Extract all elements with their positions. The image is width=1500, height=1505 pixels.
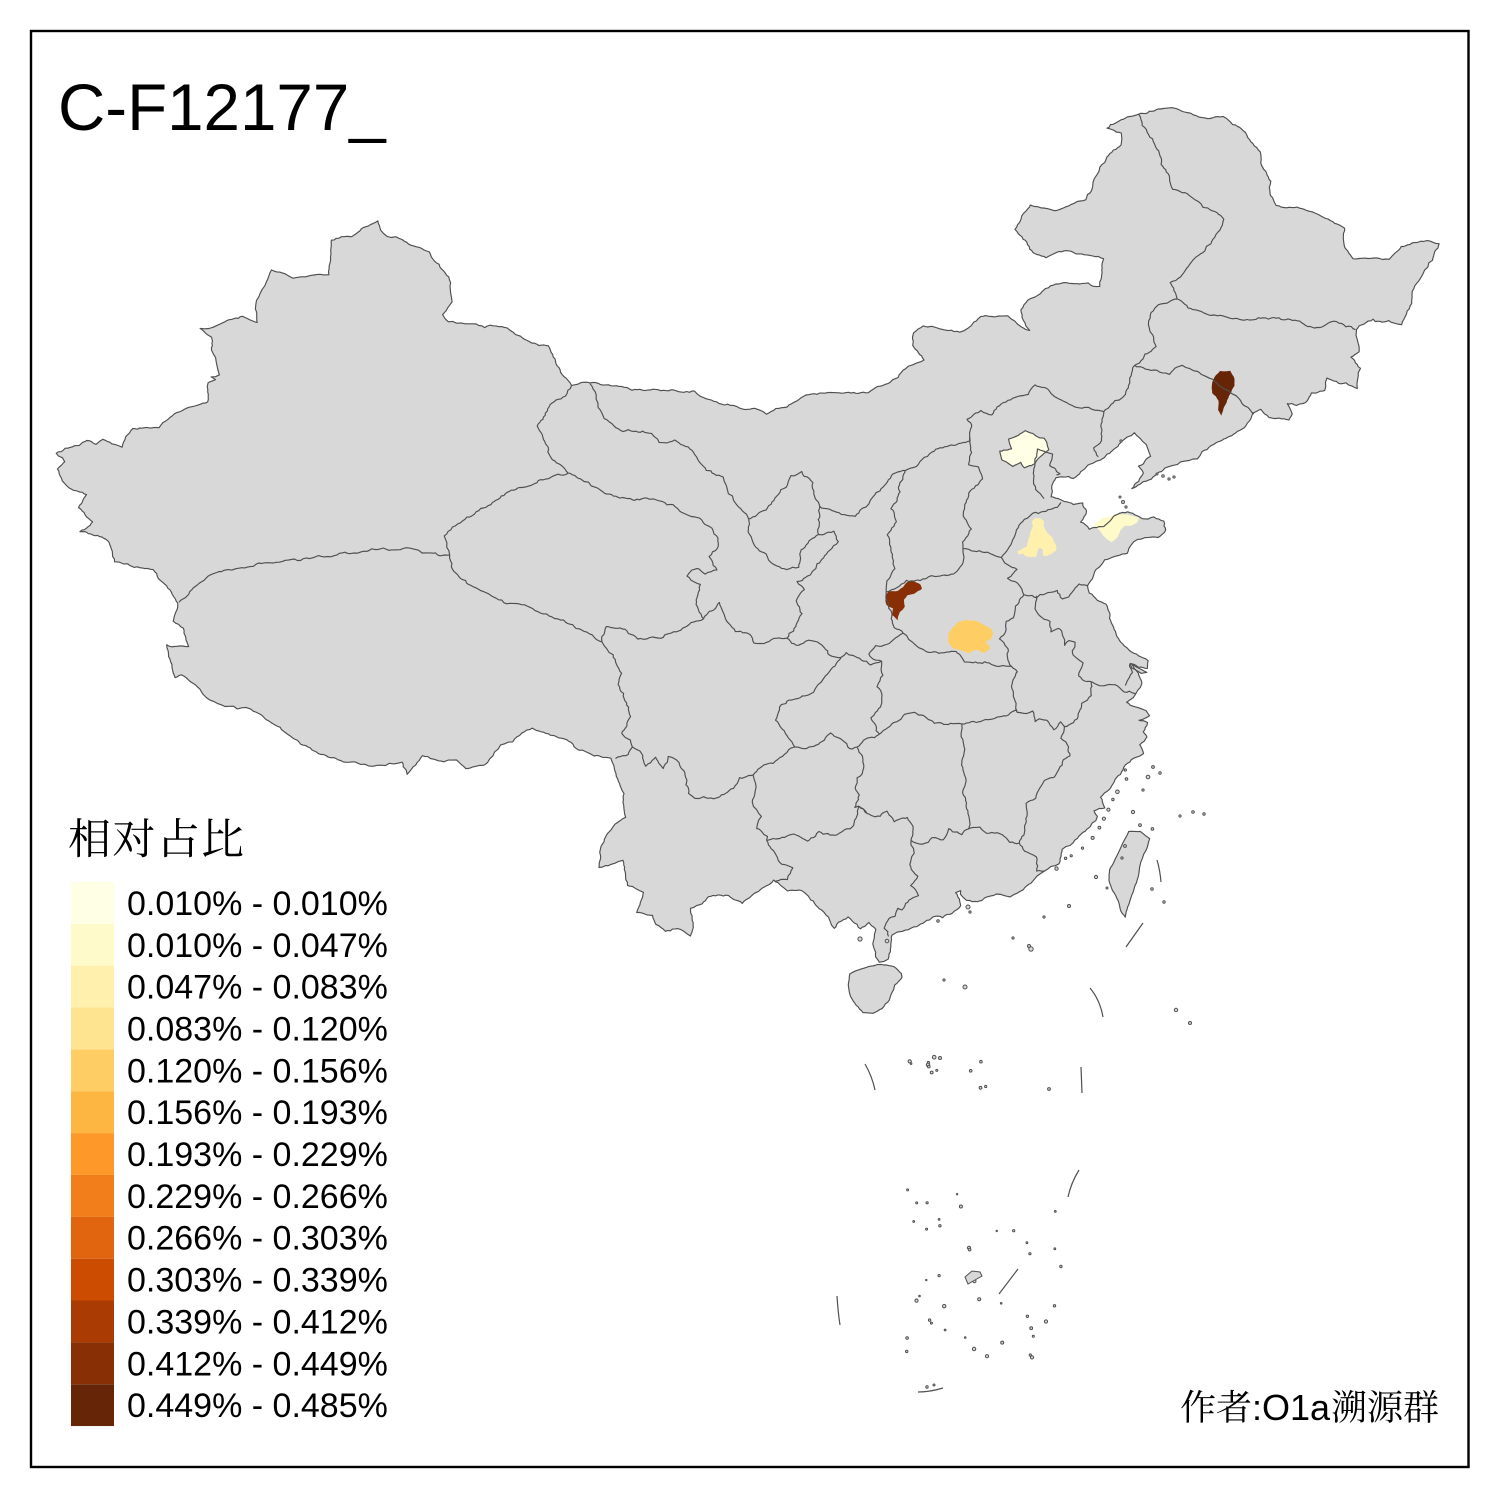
svg-text:0.047% - 0.083%: 0.047% - 0.083% [127, 969, 388, 1007]
svg-text:0.010% - 0.010%: 0.010% - 0.010% [127, 885, 388, 923]
svg-text:0.449% - 0.485%: 0.449% - 0.485% [127, 1387, 388, 1425]
svg-text:C-F12177_: C-F12177_ [58, 71, 387, 144]
svg-text:0.156% - 0.193%: 0.156% - 0.193% [127, 1094, 388, 1132]
svg-text:0.120% - 0.156%: 0.120% - 0.156% [127, 1052, 388, 1090]
svg-text:0.010% - 0.047%: 0.010% - 0.047% [127, 927, 388, 965]
svg-text::O1a: :O1a [1252, 1387, 1331, 1428]
svg-text:0.193% - 0.229%: 0.193% - 0.229% [127, 1136, 388, 1174]
svg-text:0.083% - 0.120%: 0.083% - 0.120% [127, 1011, 388, 1049]
svg-text:0.303% - 0.339%: 0.303% - 0.339% [127, 1262, 388, 1300]
svg-text:0.229% - 0.266%: 0.229% - 0.266% [127, 1178, 388, 1216]
svg-text:0.412% - 0.449%: 0.412% - 0.449% [127, 1345, 388, 1383]
svg-text:0.339% - 0.412%: 0.339% - 0.412% [127, 1303, 388, 1341]
svg-text:0.266% - 0.303%: 0.266% - 0.303% [127, 1220, 388, 1258]
